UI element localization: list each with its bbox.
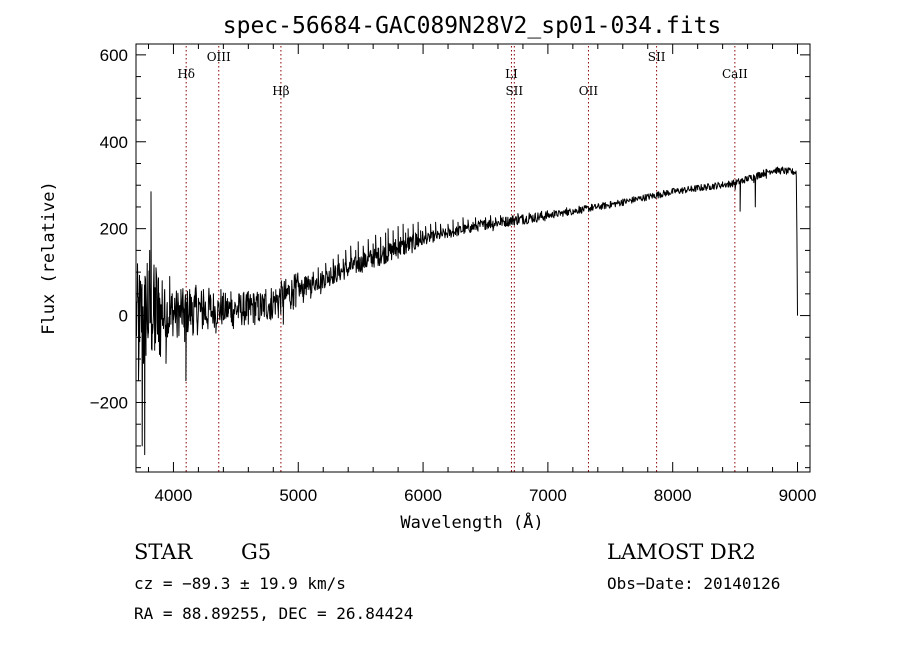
y-tick-label-3: 0 [119,307,128,326]
spectral-line-markers: Hδ OIII Hβ LI SII OII SII CaII [177,46,748,472]
flux-line [135,166,798,456]
flux-series [135,166,798,456]
x-axis-label: Wavelength (Å) [400,511,543,533]
x-tick-label-5: 9000 [779,486,817,505]
x-tick-label-3: 7000 [529,486,567,505]
line-label-4: SII [505,84,523,98]
object-class: STAR [134,540,193,564]
line-label-6: SII [648,50,666,64]
y-tick-label-2: 200 [100,220,128,239]
plot-frame [135,43,811,473]
x-tick-label-1: 5000 [279,486,317,505]
coordinates: RA = 88.89255, DEC = 26.84424 [134,604,413,623]
observation-date: Obs−Date: 20140126 [607,574,780,593]
redshift-cz: cz = −89.3 ± 19.9 km/s [134,574,346,593]
chart-title: spec-56684-GAC089N28V2_sp01-034.fits [223,13,722,39]
x-tick-label-4: 8000 [654,486,692,505]
line-label-3: LI [505,67,518,81]
x-tick-label-0: 4000 [155,486,193,505]
y-tick-label-1: 400 [100,133,128,152]
line-label-2: Hβ [272,84,289,98]
line-label-7: CaII [722,67,748,81]
line-label-0: Hδ [177,67,195,81]
line-label-1: OIII [207,50,231,64]
x-axis-ticks: 4000 5000 6000 7000 8000 9000 [147,44,817,505]
y-axis-label: Flux (relative) [39,181,59,335]
y-tick-label-4: −200 [90,393,128,412]
y-tick-label-0: 600 [100,46,128,65]
survey-name: LAMOST DR2 [607,540,756,564]
object-subclass: G5 [241,540,271,564]
y-axis-ticks: 600 400 200 0 −200 [90,46,810,469]
line-label-5: OII [579,84,599,98]
x-tick-label-2: 6000 [404,486,442,505]
